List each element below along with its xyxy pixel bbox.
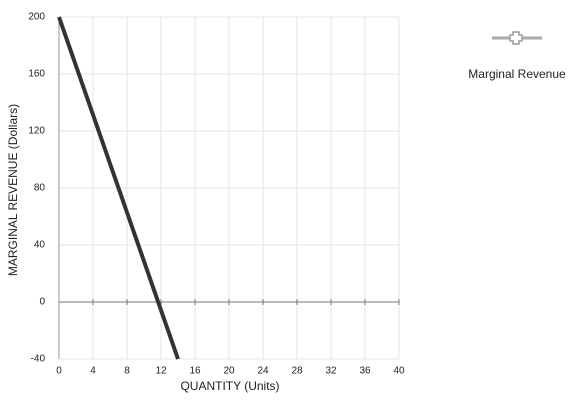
y-tick-label: -40 bbox=[31, 354, 46, 365]
x-tick-label: 20 bbox=[223, 366, 235, 377]
x-tick-label: 8 bbox=[124, 366, 130, 377]
x-tick-label: 36 bbox=[359, 366, 371, 377]
x-tick-label: 16 bbox=[189, 366, 201, 377]
y-axis-label: MARGINAL REVENUE (Dollars) bbox=[6, 104, 20, 276]
y-tick-label: 160 bbox=[28, 69, 45, 80]
series-line bbox=[57, 16, 180, 360]
y-tick-label: 120 bbox=[28, 126, 45, 137]
x-tick-label: 24 bbox=[257, 366, 269, 377]
x-axis-label: QUANTITY (Units) bbox=[180, 379, 279, 393]
x-tick-label: 40 bbox=[393, 366, 405, 377]
legend-label: Marginal Revenue bbox=[468, 67, 566, 81]
y-tick-label: 40 bbox=[34, 240, 46, 251]
y-tick-label: 0 bbox=[39, 297, 45, 308]
x-tick-label: 4 bbox=[90, 366, 96, 377]
y-tick-label: 80 bbox=[34, 183, 46, 194]
x-tick-label: 0 bbox=[56, 366, 62, 377]
x-tick-label: 28 bbox=[291, 366, 303, 377]
y-tick-label: 200 bbox=[28, 12, 45, 23]
legend-icon bbox=[492, 31, 542, 45]
x-tick-label: 12 bbox=[155, 366, 167, 377]
x-tick-label: 32 bbox=[325, 366, 337, 377]
